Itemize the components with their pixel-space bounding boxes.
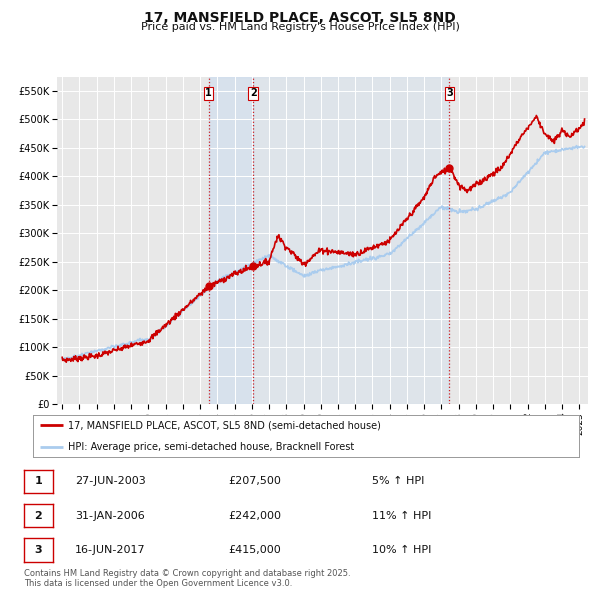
Text: 3: 3 [35,545,42,555]
Text: 27-JUN-2003: 27-JUN-2003 [75,477,146,486]
Text: 17, MANSFIELD PLACE, ASCOT, SL5 8ND: 17, MANSFIELD PLACE, ASCOT, SL5 8ND [144,11,456,25]
Text: 31-JAN-2006: 31-JAN-2006 [75,511,145,520]
Text: 1: 1 [35,477,42,486]
Text: £207,500: £207,500 [228,477,281,486]
Text: 17, MANSFIELD PLACE, ASCOT, SL5 8ND (semi-detached house): 17, MANSFIELD PLACE, ASCOT, SL5 8ND (sem… [68,421,382,430]
Text: 11% ↑ HPI: 11% ↑ HPI [372,511,431,520]
Text: £242,000: £242,000 [228,511,281,520]
Bar [253,77,449,404]
Text: 2: 2 [250,88,257,98]
Text: £415,000: £415,000 [228,545,281,555]
Text: 10% ↑ HPI: 10% ↑ HPI [372,545,431,555]
Text: 1: 1 [205,88,212,98]
Text: 5% ↑ HPI: 5% ↑ HPI [372,477,424,486]
Text: 3: 3 [446,88,453,98]
Bar [209,77,253,404]
Text: Contains HM Land Registry data © Crown copyright and database right 2025.
This d: Contains HM Land Registry data © Crown c… [24,569,350,588]
Text: Price paid vs. HM Land Registry's House Price Index (HPI): Price paid vs. HM Land Registry's House … [140,22,460,32]
Text: 16-JUN-2017: 16-JUN-2017 [75,545,146,555]
Text: 2: 2 [35,511,42,520]
Text: HPI: Average price, semi-detached house, Bracknell Forest: HPI: Average price, semi-detached house,… [68,442,355,451]
